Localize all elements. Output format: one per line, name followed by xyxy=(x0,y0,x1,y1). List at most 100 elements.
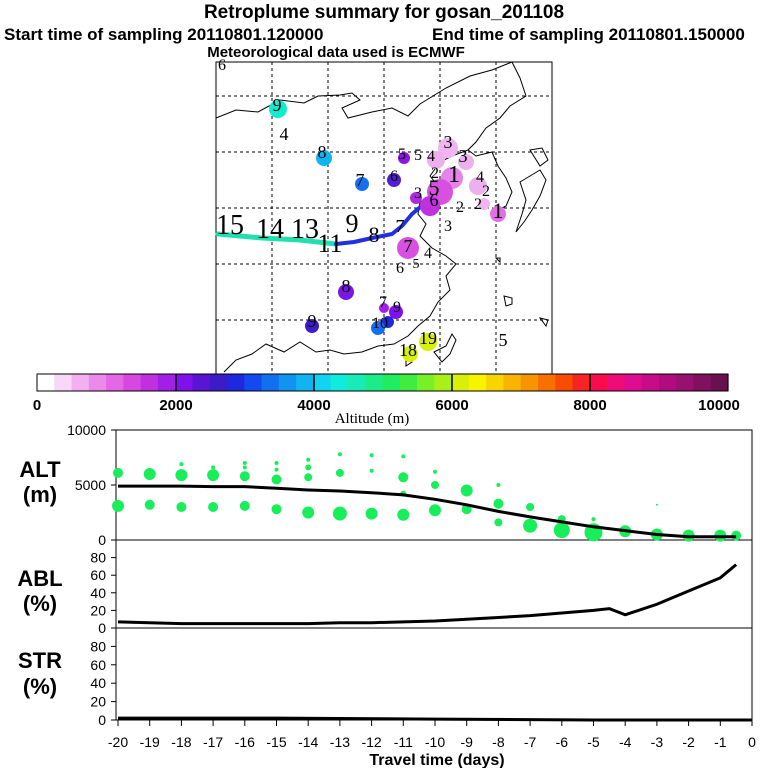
plume-dot xyxy=(458,154,474,170)
colorbar-cell xyxy=(261,374,280,391)
map-day-label: 9 xyxy=(273,95,282,115)
colorbar-cell xyxy=(589,374,608,391)
abl-panel-frame xyxy=(115,539,753,629)
map-day-label: 3 xyxy=(444,218,452,235)
abl-label: ABL xyxy=(17,566,62,591)
colorbar-cell xyxy=(192,374,211,391)
colorbar-cell xyxy=(434,374,453,391)
x-tick-label: -2 xyxy=(682,734,695,750)
alt-plume-dot xyxy=(208,502,219,512)
alt-plume-dot xyxy=(460,484,473,497)
str-y-tick-label: 40 xyxy=(90,675,106,691)
map-day-label: 5 xyxy=(499,330,508,350)
x-tick-label: -9 xyxy=(460,734,473,750)
map-day-label: 3 xyxy=(459,146,468,166)
colorbar-label: Altitude (m) xyxy=(335,411,410,427)
plume-dot xyxy=(305,319,319,333)
abl-line xyxy=(117,563,738,626)
colorbar-cell xyxy=(468,374,487,391)
colorbar-cell xyxy=(313,374,332,391)
str-y-ticks: 0 20 40 60 80 xyxy=(90,638,116,728)
colorbar-tick-8000: 8000 xyxy=(573,397,606,414)
map-day-label: 9 xyxy=(346,209,359,238)
map-day-label: 5 xyxy=(413,257,420,272)
colorbar-cell xyxy=(106,374,124,391)
colorbar-cell xyxy=(157,374,176,391)
plume-dot xyxy=(419,333,437,351)
alt-plume-dot xyxy=(591,517,596,522)
alt-plume-dot xyxy=(398,472,409,483)
str-unit: (%) xyxy=(23,674,57,699)
alt-plume-dot xyxy=(239,471,250,482)
alt-y-tick-label: 0 xyxy=(98,532,106,548)
x-tick-label: -7 xyxy=(524,734,537,750)
alt-plume-dot xyxy=(175,469,188,482)
map-day-label: 5 xyxy=(398,146,406,163)
str-trace xyxy=(118,716,752,722)
alt-y-tick-label: 10000 xyxy=(67,422,106,438)
map-day-label: 9 xyxy=(393,299,401,316)
alt-plume-dot xyxy=(239,500,250,511)
abl-trace xyxy=(117,563,738,626)
abl-y-tick-label: 60 xyxy=(90,567,106,583)
x-tick-label: -11 xyxy=(394,734,413,750)
map-day-label: 6 xyxy=(430,190,439,210)
colorbar-tick-10000: 10000 xyxy=(698,397,740,414)
altitude-colorbar: 0 2000 4000 6000 8000 10000 Altitude (m) xyxy=(33,373,740,427)
alt-plume-dot xyxy=(112,499,124,512)
str-y-tick-label: 80 xyxy=(90,638,106,654)
abl-unit: (%) xyxy=(23,591,57,616)
alt-plume-dot xyxy=(369,453,374,458)
colorbar-tick-2000: 2000 xyxy=(159,397,192,414)
map-day-label: 5 xyxy=(414,147,422,164)
alt-plume-dot xyxy=(207,469,220,482)
map-day-label: 18 xyxy=(399,340,417,360)
alt-plume-dot xyxy=(211,465,216,470)
plume-dot xyxy=(410,192,422,204)
alt-plume-dot xyxy=(526,503,535,511)
colorbar-cell xyxy=(555,374,574,391)
plume-dot xyxy=(387,173,401,187)
alt-plume-dot xyxy=(332,506,347,521)
colorbar-cell xyxy=(607,374,625,391)
colorbar-cell xyxy=(658,374,677,391)
abl-y-tick-label: 0 xyxy=(98,620,106,636)
x-tick-label: -12 xyxy=(361,734,381,750)
plume-dot xyxy=(478,198,490,210)
x-tick-label: -8 xyxy=(492,734,505,750)
plume-dot xyxy=(469,177,487,195)
alt-plume-dot xyxy=(144,499,155,510)
alt-plume-dot xyxy=(274,461,279,465)
alt-plume-dot xyxy=(302,506,315,519)
alt-plume-dot xyxy=(335,468,344,477)
colorbar-cell xyxy=(451,374,470,391)
colorbar-cell xyxy=(37,374,55,391)
plume-dot xyxy=(397,237,419,259)
x-tick-label: -14 xyxy=(298,734,318,750)
colorbar-cell xyxy=(88,374,107,391)
str-line xyxy=(118,716,752,722)
plume-dot xyxy=(371,321,385,335)
map-day-label: 11 xyxy=(317,229,342,258)
map-day-label: 3 xyxy=(444,132,453,152)
x-tick-label: -15 xyxy=(266,734,286,750)
map-day-label: 4 xyxy=(427,148,435,165)
alt-plume-dot xyxy=(431,481,439,489)
alt-plume-dot xyxy=(271,474,282,485)
abl-y-tick-label: 20 xyxy=(90,602,106,618)
alt-plume-dot xyxy=(397,508,410,521)
colorbar-cell xyxy=(123,374,142,391)
alt-y-tick-label: 5000 xyxy=(75,477,106,493)
colorbar-cell xyxy=(244,374,263,391)
chart-title: Retroplume summary for gosan_201108 xyxy=(203,2,565,23)
colorbar-cell xyxy=(227,374,245,391)
x-tick-label: -20 xyxy=(108,734,128,750)
map-day-label: 4 xyxy=(476,169,484,186)
plume-dot xyxy=(398,152,410,164)
map-day-label: 2 xyxy=(474,196,482,213)
colorbar-cell xyxy=(486,374,505,391)
met-data-label: Meteorological data used is ECMWF xyxy=(207,44,465,61)
colorbar-cell xyxy=(330,374,349,391)
